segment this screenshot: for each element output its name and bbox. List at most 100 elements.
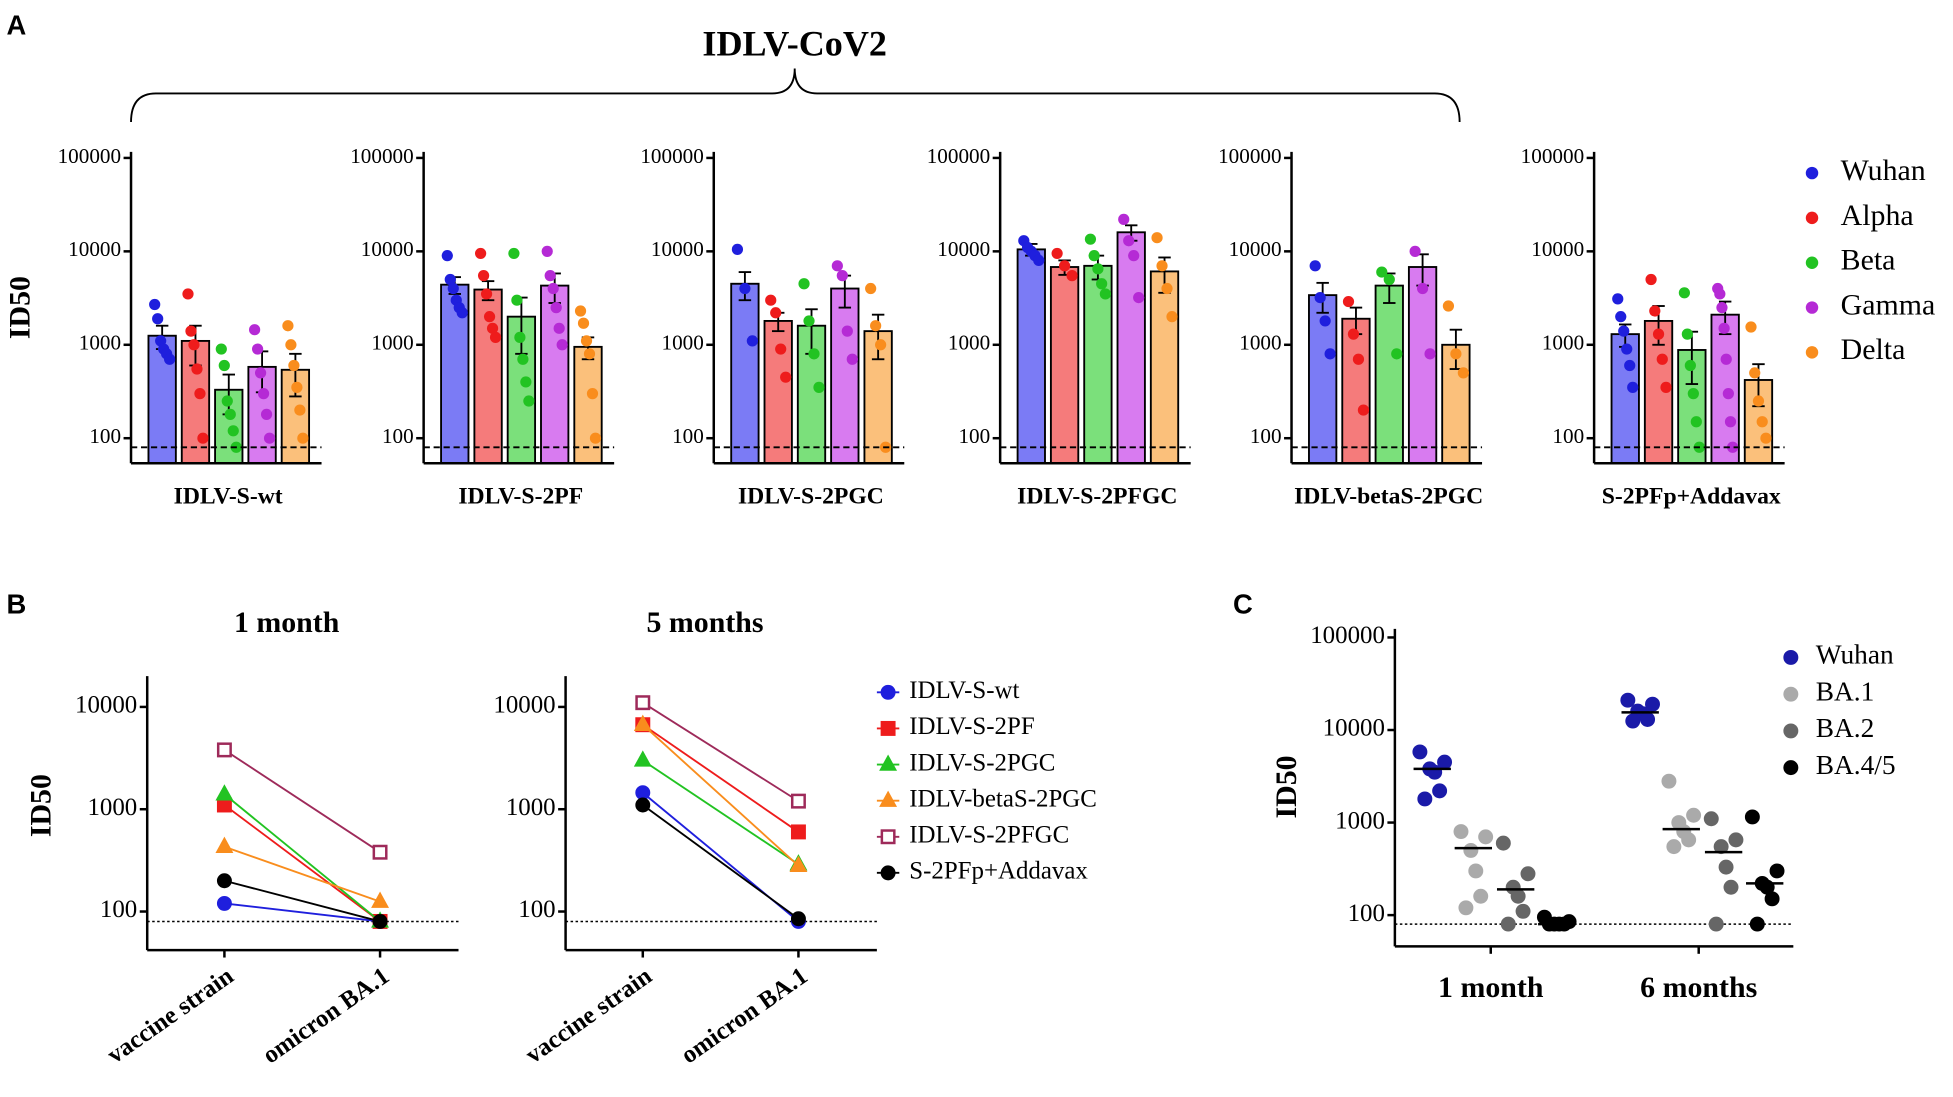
- series-line: [642, 804, 799, 920]
- data-point: [511, 294, 523, 306]
- bar: [830, 287, 860, 465]
- data-point: [1625, 713, 1641, 729]
- data-point: [1723, 879, 1739, 895]
- data-point: [249, 324, 261, 336]
- data-point: [544, 270, 556, 282]
- legend-label: IDLV-betaS-2PGC: [909, 785, 1097, 812]
- legend-label: Gamma: [1841, 288, 1936, 321]
- data-point: [285, 339, 297, 351]
- marker: [635, 785, 651, 801]
- bar: [1710, 313, 1740, 465]
- y-tick-label: 100: [382, 424, 414, 448]
- legend-marker: [1783, 723, 1799, 739]
- marker: [633, 714, 652, 731]
- data-point: [1478, 829, 1494, 845]
- data-point: [1156, 260, 1168, 272]
- legend-label: Wuhan: [1816, 640, 1894, 670]
- legend-label: IDLV-S-2PFGC: [909, 821, 1069, 848]
- x-tick-label: omicron BA.1: [676, 962, 812, 1069]
- data-point: [1720, 353, 1732, 365]
- legend-label: Alpha: [1841, 199, 1914, 232]
- data-point: [1319, 315, 1331, 327]
- data-point: [1756, 416, 1768, 428]
- data-point: [1640, 711, 1656, 727]
- y-tick-label: 10000: [68, 237, 121, 261]
- legend-marker: [1805, 346, 1819, 359]
- data-point: [813, 381, 825, 393]
- data-point: [1744, 809, 1760, 825]
- brace: [130, 68, 1461, 123]
- data-point: [254, 367, 267, 379]
- y-tick-label: 100: [1552, 424, 1584, 448]
- data-point: [1437, 754, 1453, 770]
- series-line: [224, 845, 381, 903]
- data-point: [288, 359, 300, 372]
- data-point: [1463, 842, 1479, 858]
- data-point: [194, 388, 206, 400]
- legend-marker: [1783, 686, 1799, 702]
- series-line: [642, 723, 799, 833]
- y-tick-label: 1000: [87, 794, 137, 821]
- bar: [1016, 248, 1046, 465]
- data-point: [1088, 250, 1100, 262]
- bar: [1116, 231, 1146, 465]
- marker: [790, 824, 806, 840]
- data-point: [770, 307, 782, 319]
- data-point: [218, 359, 230, 372]
- data-point: [1661, 773, 1677, 789]
- data-point: [1128, 250, 1140, 262]
- bar: [730, 282, 760, 465]
- data-point: [574, 305, 587, 317]
- x-axis-label: IDLV-S-2PFGC: [1017, 483, 1177, 509]
- marker: [880, 865, 896, 881]
- data-point: [1621, 343, 1633, 355]
- data-point: [263, 432, 276, 444]
- marker: [879, 754, 898, 771]
- y-tick-label: 1000: [1542, 331, 1584, 355]
- legend-marker: [1805, 256, 1819, 269]
- data-point: [1656, 353, 1668, 365]
- x-tick-label: vaccine strain: [102, 962, 238, 1069]
- data-point: [1618, 325, 1630, 337]
- x-axis-label: IDLV-S-wt: [174, 483, 283, 509]
- data-point: [227, 425, 239, 437]
- data-point: [589, 432, 602, 444]
- data-point: [517, 353, 529, 365]
- data-point: [182, 288, 194, 300]
- data-point: [1749, 367, 1761, 379]
- data-point: [1347, 328, 1360, 340]
- data-point: [1314, 291, 1326, 304]
- marker: [372, 844, 388, 860]
- marker: [789, 855, 808, 873]
- data-point: [831, 260, 843, 272]
- marker: [216, 797, 232, 813]
- bar: [573, 345, 603, 465]
- bar: [1341, 317, 1371, 465]
- data-point: [1745, 321, 1757, 333]
- bar: [1407, 266, 1438, 465]
- data-point: [577, 317, 590, 329]
- series-line: [223, 793, 381, 923]
- data-point: [1515, 903, 1531, 919]
- data-point: [1424, 348, 1436, 360]
- data-point: [1058, 260, 1071, 272]
- data-point: [1457, 367, 1469, 379]
- data-point: [1099, 288, 1111, 300]
- legend-label: BA.2: [1816, 713, 1875, 743]
- bar: [763, 319, 793, 465]
- data-point: [1458, 900, 1474, 916]
- y-tick-label: 100000: [1521, 144, 1584, 168]
- marker: [880, 720, 896, 736]
- marker: [216, 895, 232, 911]
- data-point: [1752, 395, 1765, 407]
- y-tick-label: 10000: [361, 237, 414, 261]
- data-point: [553, 322, 565, 334]
- data-point: [456, 307, 468, 319]
- data-point: [1391, 348, 1403, 360]
- data-point: [1352, 353, 1365, 365]
- legend-marker: [1805, 166, 1819, 180]
- y-tick-label: 100: [958, 424, 990, 448]
- data-point: [1666, 839, 1682, 855]
- y-tick-label: 100: [89, 424, 121, 448]
- y-tick-label: 100000: [350, 144, 413, 168]
